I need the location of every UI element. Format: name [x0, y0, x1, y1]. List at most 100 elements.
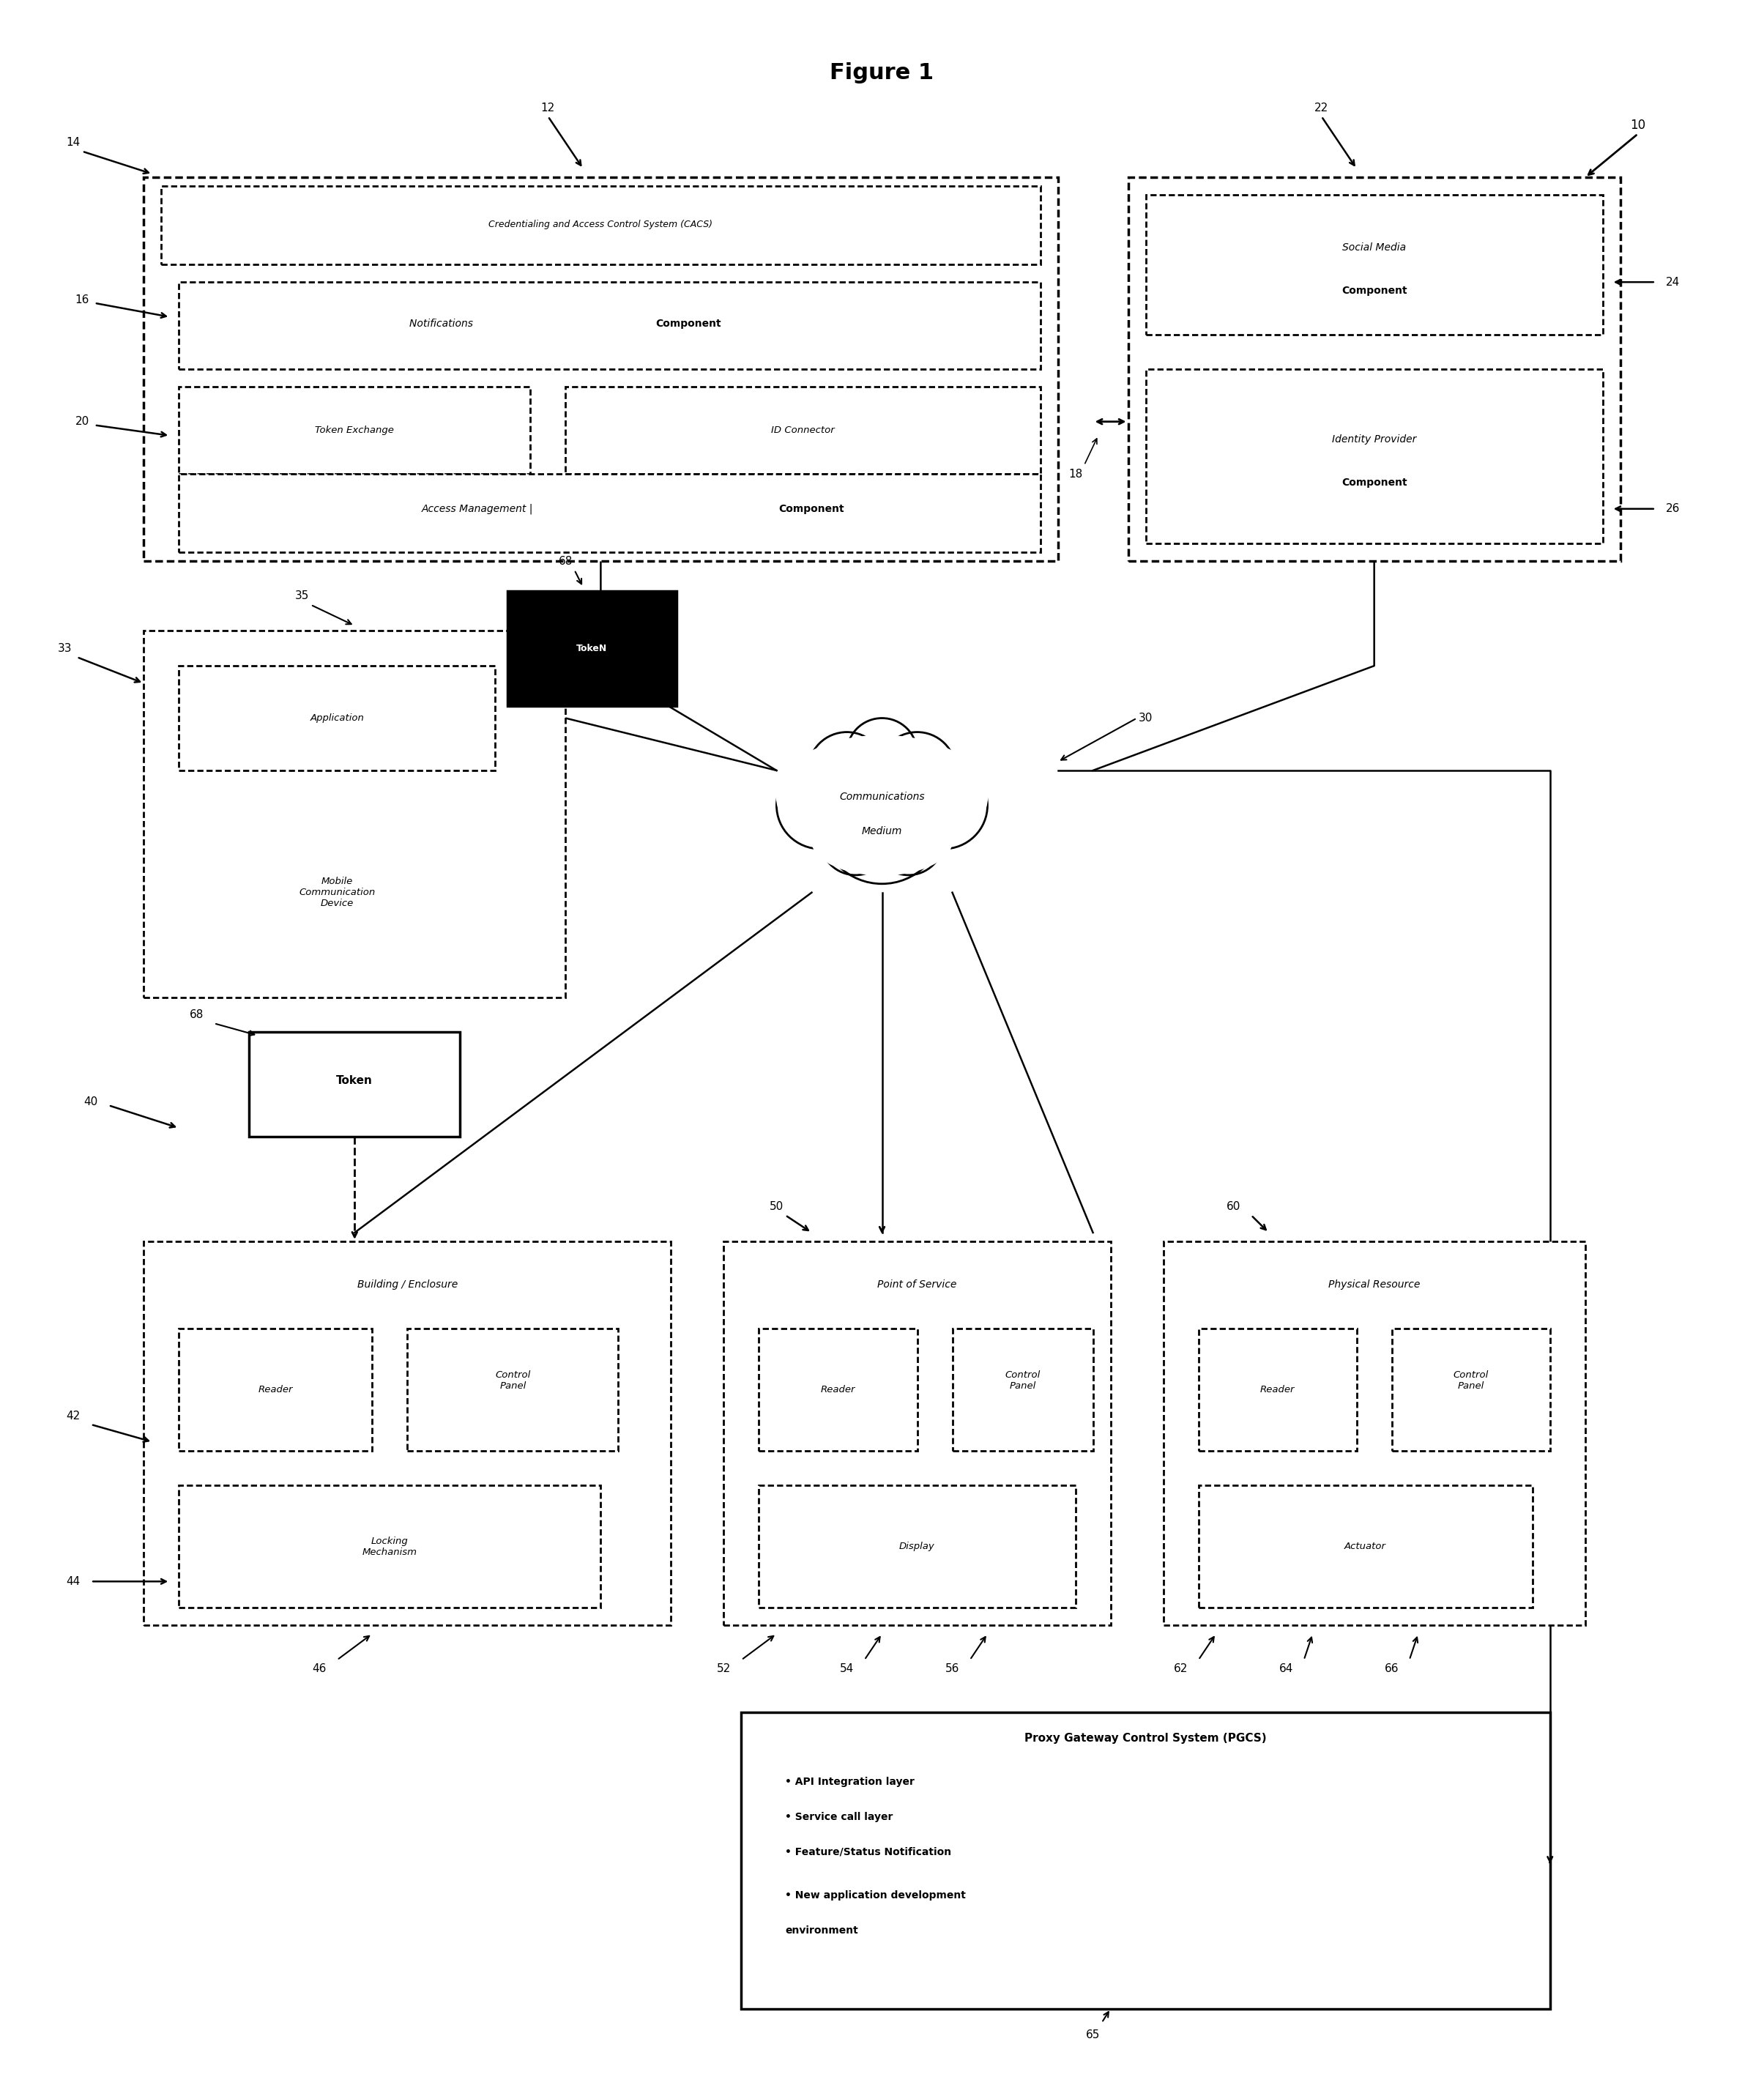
- Bar: [759, 1329, 917, 1450]
- Bar: [723, 1241, 1111, 1625]
- Text: • Service call layer: • Service call layer: [785, 1811, 893, 1822]
- Bar: [1162, 1241, 1586, 1625]
- Text: 44: 44: [67, 1576, 81, 1587]
- Ellipse shape: [776, 735, 988, 858]
- Text: TokeN: TokeN: [577, 644, 607, 653]
- FancyBboxPatch shape: [508, 590, 676, 705]
- Bar: [1392, 1329, 1551, 1450]
- Bar: [178, 1329, 372, 1450]
- Text: Control
Panel: Control Panel: [496, 1371, 531, 1392]
- Bar: [759, 1486, 1076, 1608]
- Text: Component: Component: [656, 319, 721, 330]
- Text: 50: 50: [769, 1201, 783, 1211]
- Bar: [178, 665, 496, 770]
- Text: 60: 60: [1226, 1201, 1240, 1211]
- Text: Point of Service: Point of Service: [877, 1280, 956, 1291]
- Ellipse shape: [820, 762, 944, 884]
- Text: Credentialing and Access Control System (CACS): Credentialing and Access Control System …: [489, 220, 713, 229]
- Ellipse shape: [873, 806, 944, 875]
- Text: Token Exchange: Token Exchange: [316, 426, 393, 434]
- Text: Physical Resource: Physical Resource: [1328, 1280, 1420, 1291]
- Text: Application: Application: [310, 714, 363, 722]
- Text: Control
Panel: Control Panel: [1005, 1371, 1041, 1392]
- Bar: [1198, 1486, 1533, 1608]
- Text: Control
Panel: Control Panel: [1454, 1371, 1489, 1392]
- Text: Component: Component: [1341, 479, 1408, 487]
- Bar: [143, 632, 566, 997]
- Text: Proxy Gateway Control System (PGCS): Proxy Gateway Control System (PGCS): [1025, 1734, 1267, 1744]
- Bar: [178, 474, 1041, 552]
- Text: 18: 18: [1069, 468, 1083, 479]
- Text: 26: 26: [1665, 504, 1679, 514]
- Text: 40: 40: [85, 1096, 99, 1108]
- Bar: [178, 386, 531, 474]
- Bar: [1198, 1329, 1357, 1450]
- Text: Actuator: Actuator: [1344, 1543, 1387, 1551]
- Bar: [566, 386, 1041, 474]
- Text: 52: 52: [716, 1662, 730, 1675]
- Ellipse shape: [900, 762, 988, 848]
- Ellipse shape: [776, 762, 864, 848]
- Bar: [407, 1329, 619, 1450]
- Text: 64: 64: [1279, 1662, 1293, 1675]
- Text: ID Connector: ID Connector: [771, 426, 834, 434]
- Text: 33: 33: [58, 642, 72, 655]
- Text: 46: 46: [312, 1662, 326, 1675]
- Text: Access Management |: Access Management |: [422, 504, 533, 514]
- Text: • New application development: • New application development: [785, 1891, 967, 1900]
- Bar: [1145, 369, 1603, 544]
- Text: Token: Token: [337, 1075, 372, 1087]
- Text: 56: 56: [946, 1662, 960, 1675]
- Text: 22: 22: [1314, 103, 1328, 113]
- Bar: [143, 1241, 670, 1625]
- Text: Medium: Medium: [863, 827, 901, 838]
- Text: Component: Component: [1341, 285, 1408, 296]
- Text: Display: Display: [900, 1543, 935, 1551]
- Bar: [178, 281, 1041, 369]
- Text: 30: 30: [1138, 714, 1154, 724]
- Ellipse shape: [847, 718, 917, 787]
- Text: 16: 16: [76, 294, 90, 304]
- Text: Communications: Communications: [840, 791, 924, 802]
- Text: 54: 54: [840, 1662, 854, 1675]
- Text: Building / Enclosure: Building / Enclosure: [356, 1280, 457, 1291]
- Text: 68: 68: [559, 556, 573, 567]
- Text: 62: 62: [1173, 1662, 1187, 1675]
- Bar: [178, 1486, 602, 1608]
- Bar: [249, 1033, 460, 1138]
- Ellipse shape: [820, 806, 891, 875]
- Text: 20: 20: [76, 416, 90, 426]
- Text: • API Integration layer: • API Integration layer: [785, 1778, 916, 1786]
- Text: Reader: Reader: [1259, 1385, 1295, 1394]
- Text: Locking
Mechanism: Locking Mechanism: [362, 1536, 418, 1557]
- Bar: [143, 178, 1058, 560]
- Bar: [1145, 195, 1603, 334]
- Text: TokeN: TokeN: [577, 644, 607, 653]
- Text: Figure 1: Figure 1: [831, 63, 933, 84]
- Text: Social Media: Social Media: [1342, 241, 1406, 252]
- Text: Component: Component: [780, 504, 845, 514]
- Bar: [1129, 178, 1621, 560]
- Text: • Feature/Status Notification: • Feature/Status Notification: [785, 1847, 951, 1858]
- Text: 42: 42: [67, 1411, 81, 1421]
- Ellipse shape: [808, 733, 886, 808]
- Text: 10: 10: [1630, 118, 1646, 132]
- Bar: [161, 187, 1041, 264]
- Ellipse shape: [811, 806, 953, 875]
- Text: 35: 35: [295, 590, 309, 602]
- Text: 65: 65: [1087, 2030, 1101, 2040]
- Text: 14: 14: [67, 136, 81, 149]
- Text: Identity Provider: Identity Provider: [1332, 434, 1416, 445]
- Text: environment: environment: [785, 1925, 859, 1935]
- Bar: [953, 1329, 1094, 1450]
- Text: 66: 66: [1385, 1662, 1399, 1675]
- Text: Reader: Reader: [820, 1385, 856, 1394]
- Text: Reader: Reader: [258, 1385, 293, 1394]
- Text: 68: 68: [189, 1010, 203, 1020]
- Bar: [741, 1713, 1551, 2009]
- Text: 12: 12: [542, 103, 556, 113]
- Text: Mobile
Communication
Device: Mobile Communication Device: [298, 877, 376, 909]
- Text: Notifications: Notifications: [409, 319, 476, 330]
- Text: 24: 24: [1665, 277, 1679, 288]
- Ellipse shape: [878, 733, 956, 808]
